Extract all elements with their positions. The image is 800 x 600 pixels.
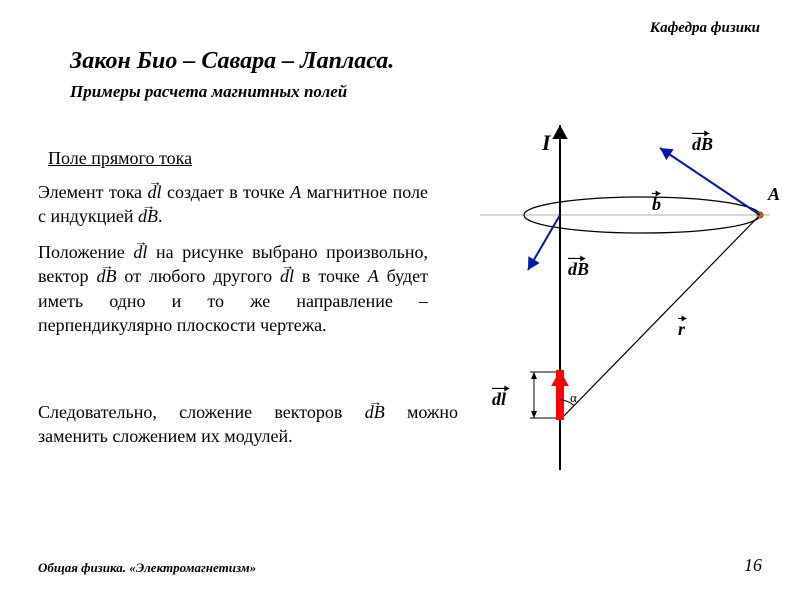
p2-a: Положение <box>38 242 133 262</box>
p1-d: . <box>158 206 163 226</box>
vec-dB-2: →dB <box>96 264 116 288</box>
paragraph-3: Следовательно, сложение векторов →dB мож… <box>38 400 458 449</box>
vec-dl-2: →dl <box>133 240 147 264</box>
physics-diagram: I Ab dB dB r dl α <box>430 120 780 480</box>
department-label: Кафедра физики <box>650 20 760 37</box>
paragraph-1: Элемент тока →dl создает в точке A магни… <box>38 180 428 229</box>
p2-d: в точке <box>294 266 368 286</box>
svg-text:dB: dB <box>692 134 713 154</box>
section-heading: Поле прямого тока <box>48 148 192 169</box>
slide: { "dept": { "text": "Кафедра физики", "f… <box>0 0 800 600</box>
vec-dl-3: →dl <box>280 264 294 288</box>
slide-title: Закон Био – Савара – Лапласа. <box>70 48 394 75</box>
paragraph-2: Положение →dl на рисунке выбрано произво… <box>38 240 428 337</box>
vec-dB-3: →dB <box>365 400 385 424</box>
p1-b: создает в точке <box>162 182 291 202</box>
svg-text:α: α <box>570 390 577 405</box>
svg-text:r: r <box>678 319 686 339</box>
sym-A-2: A <box>368 266 379 286</box>
p3-a: Следовательно, сложение векторов <box>38 402 365 422</box>
svg-text:A: A <box>767 184 780 204</box>
slide-subtitle: Примеры расчета магнитных полей <box>70 82 347 102</box>
svg-text:dB: dB <box>568 259 589 279</box>
p1-a: Элемент тока <box>38 182 148 202</box>
svg-text:b: b <box>652 194 661 214</box>
p2-c: от любого другого <box>116 266 280 286</box>
page-number: 16 <box>744 555 762 576</box>
vec-dB-1: →dB <box>138 204 158 228</box>
sym-A-1: A <box>290 182 301 202</box>
svg-text:dl: dl <box>492 389 506 409</box>
footer-text: Общая физика. «Электромагнетизм» <box>38 560 256 576</box>
svg-text:I: I <box>541 130 552 155</box>
